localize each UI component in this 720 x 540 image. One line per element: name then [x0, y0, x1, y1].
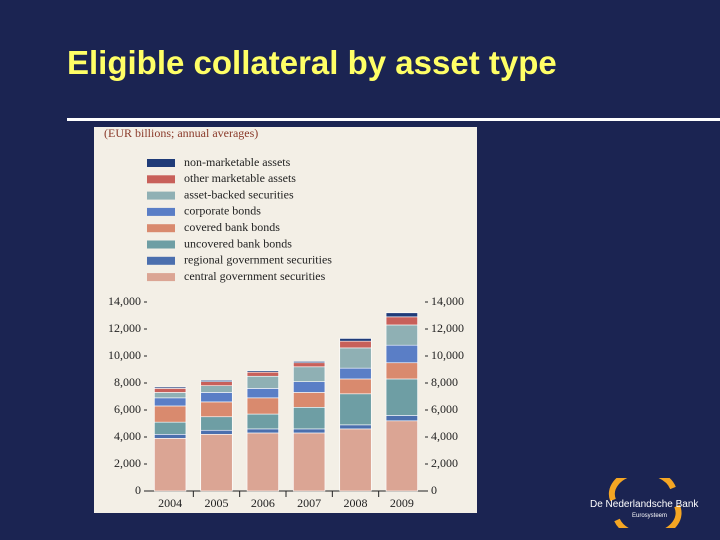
bar-segment	[293, 406, 326, 430]
bar-segment	[154, 392, 187, 399]
bar-segment	[385, 415, 418, 422]
y-tick-label: 2,000	[114, 456, 141, 470]
y2-tick-label: 6,000	[431, 402, 458, 416]
bar-segment	[339, 367, 372, 380]
legend-swatch	[147, 256, 175, 265]
bar-segment	[246, 428, 279, 434]
bar-segment	[339, 340, 372, 349]
bar-segment	[246, 370, 279, 373]
bar-segment	[154, 397, 187, 407]
bar-segment	[293, 362, 326, 368]
y-tick-label: 8,000	[114, 375, 141, 389]
bar-segment	[293, 361, 326, 364]
bar-segment	[339, 428, 372, 492]
bar-segment	[293, 432, 326, 492]
legend-swatch	[147, 273, 175, 282]
bar-segment	[200, 416, 233, 431]
legend-label: covered bank bonds	[184, 220, 280, 234]
y-tick-label: 10,000	[108, 348, 141, 362]
y2-tick-label: 0	[431, 483, 437, 497]
bar-segment	[200, 429, 233, 435]
bar-segment	[385, 324, 418, 346]
legend-label: central government securities	[184, 269, 326, 283]
y-tick-label: 0	[135, 483, 141, 497]
title-rule	[67, 118, 720, 121]
y-tick-label: 12,000	[108, 321, 141, 335]
legend-label: regional government securities	[184, 253, 332, 267]
bar-segment	[246, 375, 279, 389]
bar-segment	[200, 433, 233, 492]
bar-segment	[246, 432, 279, 492]
y2-tick-label: 12,000	[431, 321, 464, 335]
bar-segment	[246, 413, 279, 430]
bar-segment	[293, 428, 326, 434]
legend-swatch	[147, 191, 175, 200]
logo-arrows	[608, 478, 682, 528]
x-tick-label: 2008	[344, 496, 368, 510]
bar-segment	[293, 392, 326, 408]
bar-segment	[154, 386, 187, 389]
x-tick-label: 2004	[158, 496, 182, 510]
x-tick-label: 2007	[297, 496, 321, 510]
bar-segment	[200, 392, 233, 403]
bar-segment	[246, 388, 279, 399]
legend-label: asset-backed securities	[184, 187, 294, 201]
y2-tick-label: 8,000	[431, 375, 458, 389]
bar-segment	[385, 378, 418, 416]
bar-segment	[200, 380, 233, 382]
legend-label: other marketable assets	[184, 171, 296, 185]
chart: (EUR billions; annual averages) 0 0 2,000 2…	[94, 127, 477, 513]
y-tick-label: 6,000	[114, 402, 141, 416]
bar-segment	[246, 371, 279, 377]
bar-segment	[200, 381, 233, 386]
bar-segment	[154, 421, 187, 435]
bar-segment	[154, 433, 187, 439]
y-tick-label: 4,000	[114, 429, 141, 443]
x-tick-label: 2006	[251, 496, 275, 510]
chart-subtitle: (EUR billions; annual averages)	[104, 127, 258, 140]
bar-segment	[385, 420, 418, 492]
bar-segment	[154, 405, 187, 423]
y2-tick-label: 4,000	[431, 429, 458, 443]
legend-swatch	[147, 175, 175, 184]
bar-segment	[385, 344, 418, 364]
legend-label: corporate bonds	[184, 204, 261, 218]
x-tick-label: 2005	[205, 496, 229, 510]
bar-segment	[385, 362, 418, 380]
logo: De Nederlandsche Bank Eurosysteem	[588, 478, 718, 528]
bar-segment	[339, 347, 372, 369]
bar-segment	[385, 316, 418, 326]
bar-segment	[200, 385, 233, 393]
bar-segment	[339, 378, 372, 395]
legend-swatch	[147, 240, 175, 249]
bar-segment	[154, 438, 187, 492]
legend-label: uncovered bank bonds	[184, 236, 292, 250]
y2-tick-label: 14,000	[431, 294, 464, 308]
x-tick-label: 2009	[390, 496, 414, 510]
y2-tick-label: 2,000	[431, 456, 458, 470]
bar-segment	[246, 397, 279, 415]
bar-segment	[293, 366, 326, 382]
y2-tick-label: 10,000	[431, 348, 464, 362]
slide-title: Eligible collateral by asset type	[67, 44, 557, 81]
bar-segment	[385, 312, 418, 318]
bar-segment	[339, 338, 372, 342]
bar-segment	[154, 388, 187, 393]
logo-tagline: Eurosysteem	[632, 513, 668, 519]
legend-swatch	[147, 207, 175, 216]
bar-segment	[339, 393, 372, 426]
legend-label: non-marketable assets	[184, 155, 291, 169]
bar-segment	[293, 381, 326, 393]
bar-segment	[200, 401, 233, 418]
legend-swatch	[147, 159, 175, 167]
logo-name: De Nederlandsche Bank	[590, 499, 699, 510]
legend-swatch	[147, 224, 175, 233]
bar-segment	[339, 424, 372, 430]
y-tick-label: 14,000	[108, 294, 141, 308]
